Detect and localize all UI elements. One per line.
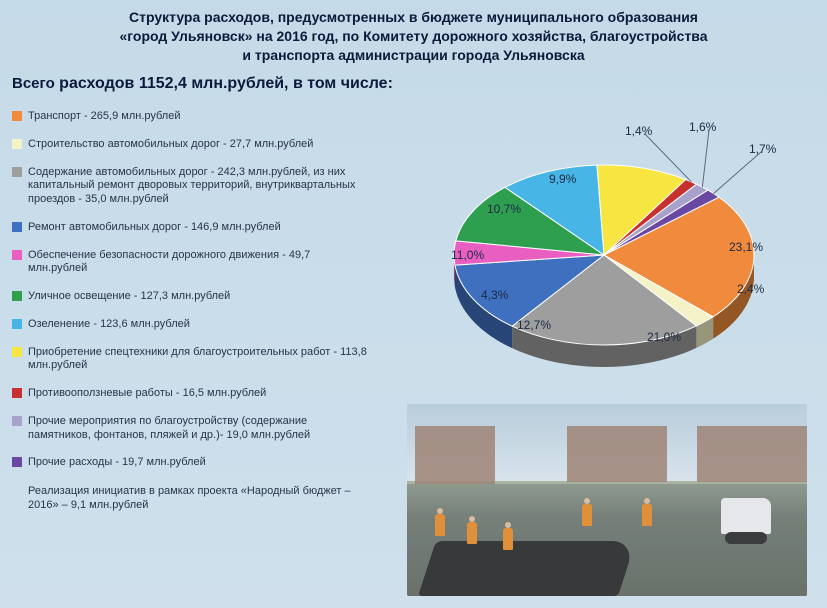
photo-worker [642,504,652,526]
photo-machine [721,498,771,534]
legend-label: Противооползневые работы - 16,5 млн.рубл… [28,387,266,401]
legend-swatch [12,347,22,357]
title-line-1: Структура расходов, предусмотренных в бю… [0,8,827,27]
legend-label: Ремонт автомобильных дорог - 146,9 млн.р… [28,221,281,235]
photo-worker [582,504,592,526]
legend-swatch [12,139,22,149]
legend-item: Транспорт - 265,9 млн.рублей [12,110,372,124]
subtitle-rest: расходов 1152,4 млн.рублей, в том числе: [55,75,393,92]
legend-label: Уличное освещение - 127,3 млн.рублей [28,290,230,304]
photo-building [697,426,807,482]
legend-label: Транспорт - 265,9 млн.рублей [28,110,180,124]
legend-item: Ремонт автомобильных дорог - 146,9 млн.р… [12,221,372,235]
legend-item: Противооползневые работы - 16,5 млн.рубл… [12,387,372,401]
pie-chart: 23,1% 2,4% 21,0% 12,7% 4,3% 11,0% 10,7% 9,9% 1,4… [389,110,809,390]
legend-label: Озеленение - 123,6 млн.рублей [28,318,190,332]
legend-label: Содержание автомобильных дорог - 242,3 м… [28,166,372,207]
photo-asphalt [418,541,636,596]
legend-swatch [12,457,22,467]
legend-label: Обеспечение безопасности дорожного движе… [28,249,372,277]
title-line-2: «город Ульяновск» на 2016 год, по Комите… [0,27,827,46]
legend-swatch [12,111,22,121]
photo-worker [435,514,445,536]
legend-swatch [12,250,22,260]
photo-worker [503,528,513,550]
pie-percent-label: 1,6% [689,120,716,134]
legend-swatch [12,416,22,426]
legend-note: Реализация инициатив в рамках проекта «Н… [28,484,372,513]
photo-worker [467,522,477,544]
legend-swatch [12,291,22,301]
pie-percent-label: 23,1% [729,240,763,254]
pie-percent-label: 1,4% [625,124,652,138]
legend-swatch [12,167,22,177]
legend-item: Строительство автомобильных дорог - 27,7… [12,138,372,152]
page-title: Структура расходов, предусмотренных в бю… [0,0,827,65]
legend-item: Прочие мероприятия по благоустройству (с… [12,415,372,443]
pie-percent-label: 21,0% [647,330,681,344]
pie-percent-label: 12,7% [517,318,551,332]
legend-item: Приобретение спецтехники для благоустрои… [12,346,372,374]
subtitle: Всего расходов 1152,4 млн.рублей, в том … [12,75,827,93]
photo-building [415,426,495,484]
pie-percent-label: 2,4% [737,282,764,296]
legend-item: Содержание автомобильных дорог - 242,3 м… [12,166,372,207]
pie-percent-label: 4,3% [481,288,508,302]
legend-label: Прочие мероприятия по благоустройству (с… [28,415,372,443]
pie-percent-label: 9,9% [549,172,576,186]
legend-item: Уличное освещение - 127,3 млн.рублей [12,290,372,304]
subtitle-prefix: Всего [12,75,55,92]
pie-leader [702,130,709,187]
pie-percent-label: 10,7% [487,202,521,216]
legend-label: Приобретение спецтехники для благоустрои… [28,346,372,374]
pie-percent-label: 11,0% [451,248,484,262]
photo-building [567,426,667,482]
pie-percent-label: 1,7% [749,142,776,156]
legend-swatch [12,319,22,329]
legend-swatch [12,222,22,232]
legend-label: Прочие расходы - 19,7 млн.рублей [28,456,206,470]
pie-leader [714,152,761,194]
legend: Транспорт - 265,9 млн.рублей Строительств… [12,110,372,513]
decorative-photo [407,404,807,596]
legend-item: Прочие расходы - 19,7 млн.рублей [12,456,372,470]
legend-label: Строительство автомобильных дорог - 27,7… [28,138,313,152]
title-line-3: и транспорта администрации города Ульяно… [0,46,827,65]
legend-swatch [12,388,22,398]
legend-item: Обеспечение безопасности дорожного движе… [12,249,372,277]
legend-item: Озеленение - 123,6 млн.рублей [12,318,372,332]
